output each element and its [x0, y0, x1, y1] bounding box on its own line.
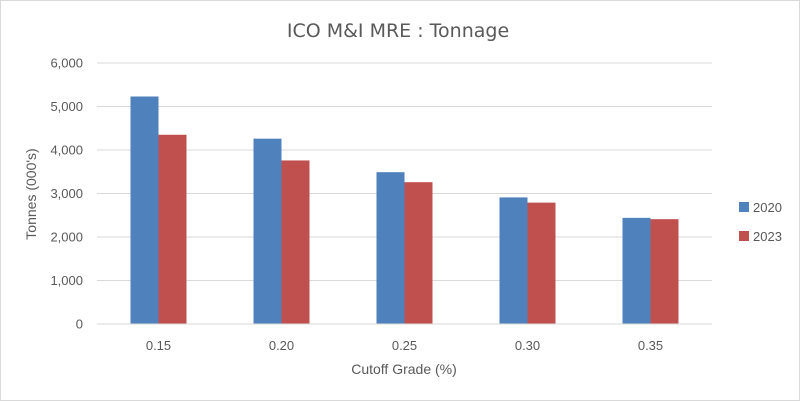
y-tick-label: 2,000: [50, 230, 83, 245]
x-axis-label: Cutoff Grade (%): [351, 361, 457, 377]
gridlines: [97, 62, 712, 281]
chart-title: ICO M&I MRE : Tonnage: [287, 20, 509, 42]
bar-2023-0.15: [158, 134, 187, 324]
bar-2020-0.25: [376, 172, 405, 324]
legend-swatch-2020: [739, 202, 749, 212]
x-tick-label: 0.20: [269, 338, 294, 353]
bar-2020-0.35: [622, 217, 651, 324]
y-tick-label: 0: [76, 317, 83, 332]
bar-2023-0.25: [404, 182, 433, 324]
legend: 2020 2023: [739, 200, 782, 244]
bar-2023-0.20: [281, 160, 310, 324]
legend-label: 2020: [753, 200, 782, 215]
bar-2020-0.15: [130, 96, 159, 325]
y-tick-label: 5,000: [50, 99, 83, 114]
x-tick-label: 0.15: [146, 338, 171, 353]
y-tick-label: 1,000: [50, 273, 83, 288]
bar-2023-0.35: [650, 219, 679, 324]
y-axis-ticks: 0 1,000 2,000 3,000 4,000 5,000 6,000: [50, 56, 83, 332]
bar-2020-0.20: [253, 138, 282, 324]
x-tick-label: 0.25: [392, 338, 417, 353]
x-tick-label: 0.30: [515, 338, 540, 353]
x-tick-label: 0.35: [638, 338, 663, 353]
legend-swatch-2023: [739, 231, 749, 241]
legend-label: 2023: [753, 229, 782, 244]
bars: [130, 96, 679, 325]
y-tick-label: 4,000: [50, 143, 83, 158]
y-tick-label: 6,000: [50, 56, 83, 71]
bar-2023-0.30: [527, 202, 556, 324]
y-tick-label: 3,000: [50, 186, 83, 201]
y-axis-label: Tonnes (000's): [23, 148, 39, 239]
bar-2020-0.30: [499, 197, 528, 324]
x-axis-ticks: 0.15 0.20 0.25 0.30 0.35: [146, 338, 663, 353]
